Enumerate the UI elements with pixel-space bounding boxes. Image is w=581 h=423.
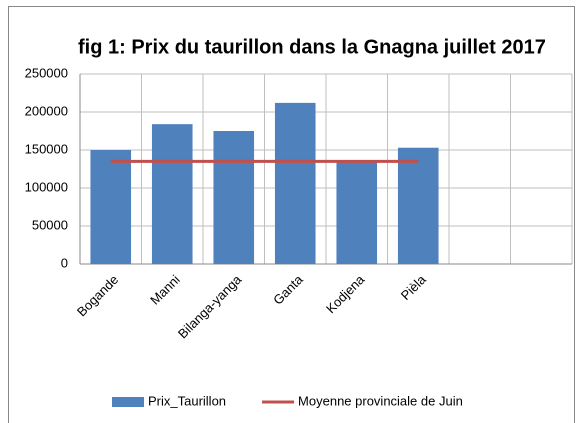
legend-swatch: [112, 397, 144, 407]
legend-label: Prix_Taurillon: [148, 393, 226, 408]
bar: [274, 102, 316, 264]
y-tick-label: 100000: [25, 179, 68, 194]
y-tick-label: 150000: [25, 141, 68, 156]
y-tick-label: 50000: [32, 217, 68, 232]
bar: [90, 150, 132, 264]
y-tick-label: 250000: [25, 65, 68, 80]
y-tick-label: 0: [61, 255, 68, 270]
bar: [336, 161, 378, 264]
legend-label: Moyenne provinciale de Juin: [298, 393, 463, 408]
bar: [213, 131, 255, 264]
chart-title: fig 1: Prix du taurillon dans la Gnagna …: [78, 36, 546, 58]
y-tick-label: 200000: [25, 103, 68, 118]
bar: [397, 147, 439, 264]
bar: [151, 124, 193, 264]
